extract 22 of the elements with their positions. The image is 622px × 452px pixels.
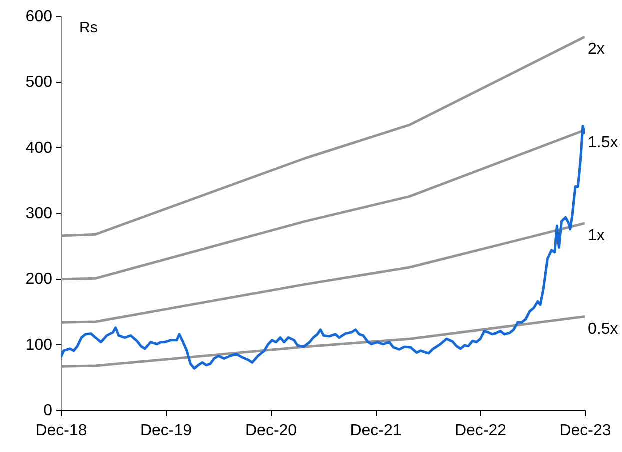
series-label: 1.5x [588, 134, 618, 152]
y-axis-title: Rs [80, 20, 98, 36]
series-label: 1x [588, 228, 605, 245]
y-tick-label: 100 [26, 336, 53, 354]
line-series [61, 36, 585, 238]
x-tick-label: Dec-21 [350, 422, 402, 440]
line-series [61, 125, 585, 370]
x-tick-label: Dec-18 [36, 422, 88, 440]
x-tick-label: Dec-23 [560, 422, 612, 440]
y-tick-label: 400 [26, 140, 53, 157]
y-tick-label: 500 [26, 74, 53, 92]
x-tick-label: Dec-19 [140, 422, 192, 440]
y-tick-label: 200 [26, 271, 53, 288]
line-series [61, 222, 585, 324]
line-series [61, 316, 585, 368]
x-tick-label: Dec-22 [454, 422, 507, 440]
y-tick-label: 600 [26, 8, 53, 26]
series-label: 2x [588, 41, 605, 58]
series-label: 0.5x [588, 320, 618, 338]
y-tick-label: 0 [44, 402, 53, 420]
x-tick-label: Dec-20 [245, 422, 298, 440]
y-tick-label: 300 [26, 206, 53, 222]
